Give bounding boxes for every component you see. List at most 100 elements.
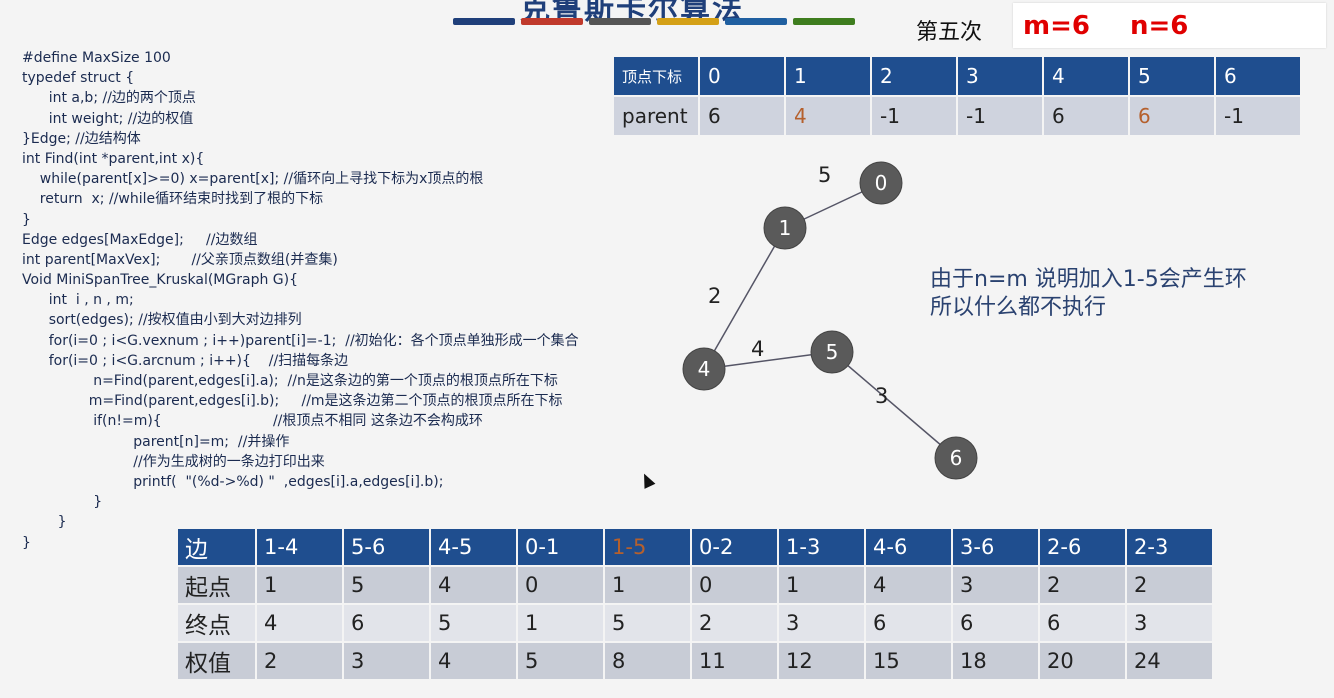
start-cell: 2: [1040, 567, 1125, 603]
weight-label-5-6: 3: [875, 384, 888, 408]
start-cell: 4: [866, 567, 951, 603]
code-line: }: [22, 494, 103, 511]
start-cell: 1: [779, 567, 864, 603]
edge-cell: 0-2: [692, 529, 777, 565]
code-line: for(i=0 ; i<G.vexnum ; i++)parent[i]=-1;…: [22, 332, 579, 349]
index-cell: 0: [700, 57, 784, 95]
code-line: #define MaxSize 100: [22, 50, 171, 66]
end-cell: 6: [953, 605, 1038, 641]
end-cell: 4: [257, 605, 342, 641]
index-cell: 2: [872, 57, 956, 95]
edge-row: 边 1-4 5-6 4-5 0-1 1-5 0-2 1-3 4-6 3-6 2-6 2-3: [178, 529, 1212, 565]
node-1: [763, 206, 807, 250]
n-value: n=6: [1130, 11, 1189, 41]
node-0: [859, 161, 903, 205]
weight-label-4-5: 4: [751, 337, 764, 361]
code-block: #define MaxSize 100 typedef struct { int …: [22, 48, 579, 553]
index-cell: 1: [786, 57, 870, 95]
code-line: typedef struct {: [22, 70, 135, 87]
index-cell: 4: [1044, 57, 1128, 95]
parent-table: 顶点下标 0 1 2 3 4 5 6 parent 6 4 -1 -1 6 6 …: [612, 55, 1302, 137]
note-line-2: 所以什么都不执行: [930, 295, 1107, 320]
weight-cell: 2: [257, 643, 342, 679]
code-line: parent[n]=m; //并操作: [22, 433, 290, 450]
code-line: }Edge; //边结构体: [22, 130, 141, 147]
end-cell: 5: [605, 605, 690, 641]
edge-cell: 2-3: [1127, 529, 1212, 565]
start-cell: 5: [344, 567, 429, 603]
code-line: n=Find(parent,edges[i].a); //n是这条边的第一个顶点…: [22, 373, 558, 389]
code-line: }: [22, 211, 31, 228]
weight-cell: 15: [866, 643, 951, 679]
weight-cell: 18: [953, 643, 1038, 679]
node-label: 5: [826, 340, 839, 364]
parent-cell: 6: [700, 97, 784, 135]
code-line: int Find(int *parent,int x){: [22, 150, 205, 167]
weight-label-1-4: 2: [708, 284, 721, 308]
code-line: Void MiniSpanTree_Kruskal(MGraph G){: [22, 272, 298, 289]
weight-cell: 12: [779, 643, 864, 679]
weight-row: 权值 2 3 4 5 8 11 12 15 18 20 24: [178, 643, 1212, 679]
code-line: while(parent[x]>=0) x=parent[x]; //循环向上寻…: [22, 171, 484, 188]
start-cell: 4: [431, 567, 516, 603]
color-bar-6: [793, 18, 855, 25]
code-line: }: [22, 514, 67, 531]
code-line: int i , n , m;: [22, 292, 134, 309]
edge-1-4: [703, 227, 786, 370]
parent-table-header-row: 顶点下标 0 1 2 3 4 5 6: [614, 57, 1300, 95]
parent-cell: 6: [1044, 97, 1128, 135]
node-label: 4: [698, 357, 711, 381]
edge-cell: 4-5: [431, 529, 516, 565]
parent-table-header-label: 顶点下标: [614, 57, 698, 95]
edge-cell: 1-5: [605, 529, 690, 565]
parent-cell: -1: [958, 97, 1042, 135]
start-cell: 3: [953, 567, 1038, 603]
code-line: if(n!=m){ //根顶点不相同 这条边不会构成环: [22, 413, 483, 430]
node-label: 1: [779, 216, 792, 240]
graph-diagram: 5 2 4 3 0 1 4 5 6: [682, 161, 978, 480]
edge-cell: 3-6: [953, 529, 1038, 565]
color-bar-1: [453, 18, 515, 25]
parent-row-label: parent: [614, 97, 698, 135]
round-label: 第五次: [916, 20, 983, 45]
code-line: int weight; //边的权值: [22, 110, 194, 127]
end-row-label: 终点: [178, 605, 255, 641]
start-cell: 0: [692, 567, 777, 603]
code-line: //作为生成树的一条边打印出来: [22, 453, 325, 470]
color-bar-2: [521, 18, 583, 25]
index-cell: 5: [1130, 57, 1214, 95]
weight-cell: 11: [692, 643, 777, 679]
parent-cell-highlight: 4: [786, 97, 870, 135]
start-cell: 1: [605, 567, 690, 603]
parent-cell: -1: [872, 97, 956, 135]
explanation-note: 由于n=m 说明加入1-5会产生环 所以什么都不执行: [930, 266, 1247, 322]
edge-row-label: 边: [178, 529, 255, 565]
color-bar-3: [589, 18, 651, 25]
node-label: 6: [950, 446, 963, 470]
start-cell: 2: [1127, 567, 1212, 603]
end-cell: 2: [692, 605, 777, 641]
code-line: int parent[MaxVex]; //父亲顶点数组(并查集): [22, 251, 338, 268]
note-line-1: 由于n=m 说明加入1-5会产生环: [930, 267, 1247, 292]
node-4: [682, 347, 726, 391]
m-value: m=6: [1023, 11, 1090, 41]
mouse-cursor-icon: [638, 471, 656, 489]
weight-label-0-1: 5: [818, 163, 831, 187]
index-cell: 6: [1216, 57, 1300, 95]
edge-cell: 2-6: [1040, 529, 1125, 565]
weight-cell: 5: [518, 643, 603, 679]
end-cell: 6: [344, 605, 429, 641]
code-line: return x; //while循环结束时找到了根的下标: [22, 191, 324, 208]
weight-cell: 8: [605, 643, 690, 679]
end-cell: 1: [518, 605, 603, 641]
end-cell: 6: [1040, 605, 1125, 641]
edge-cell: 1-4: [257, 529, 342, 565]
mn-box: m=6 n=6: [1013, 3, 1326, 48]
end-cell: 3: [1127, 605, 1212, 641]
index-cell: 3: [958, 57, 1042, 95]
node-5: [810, 330, 854, 374]
code-line: printf( "(%d->%d) " ,edges[i].a,edges[i]…: [22, 473, 444, 490]
edge-cell: 0-1: [518, 529, 603, 565]
